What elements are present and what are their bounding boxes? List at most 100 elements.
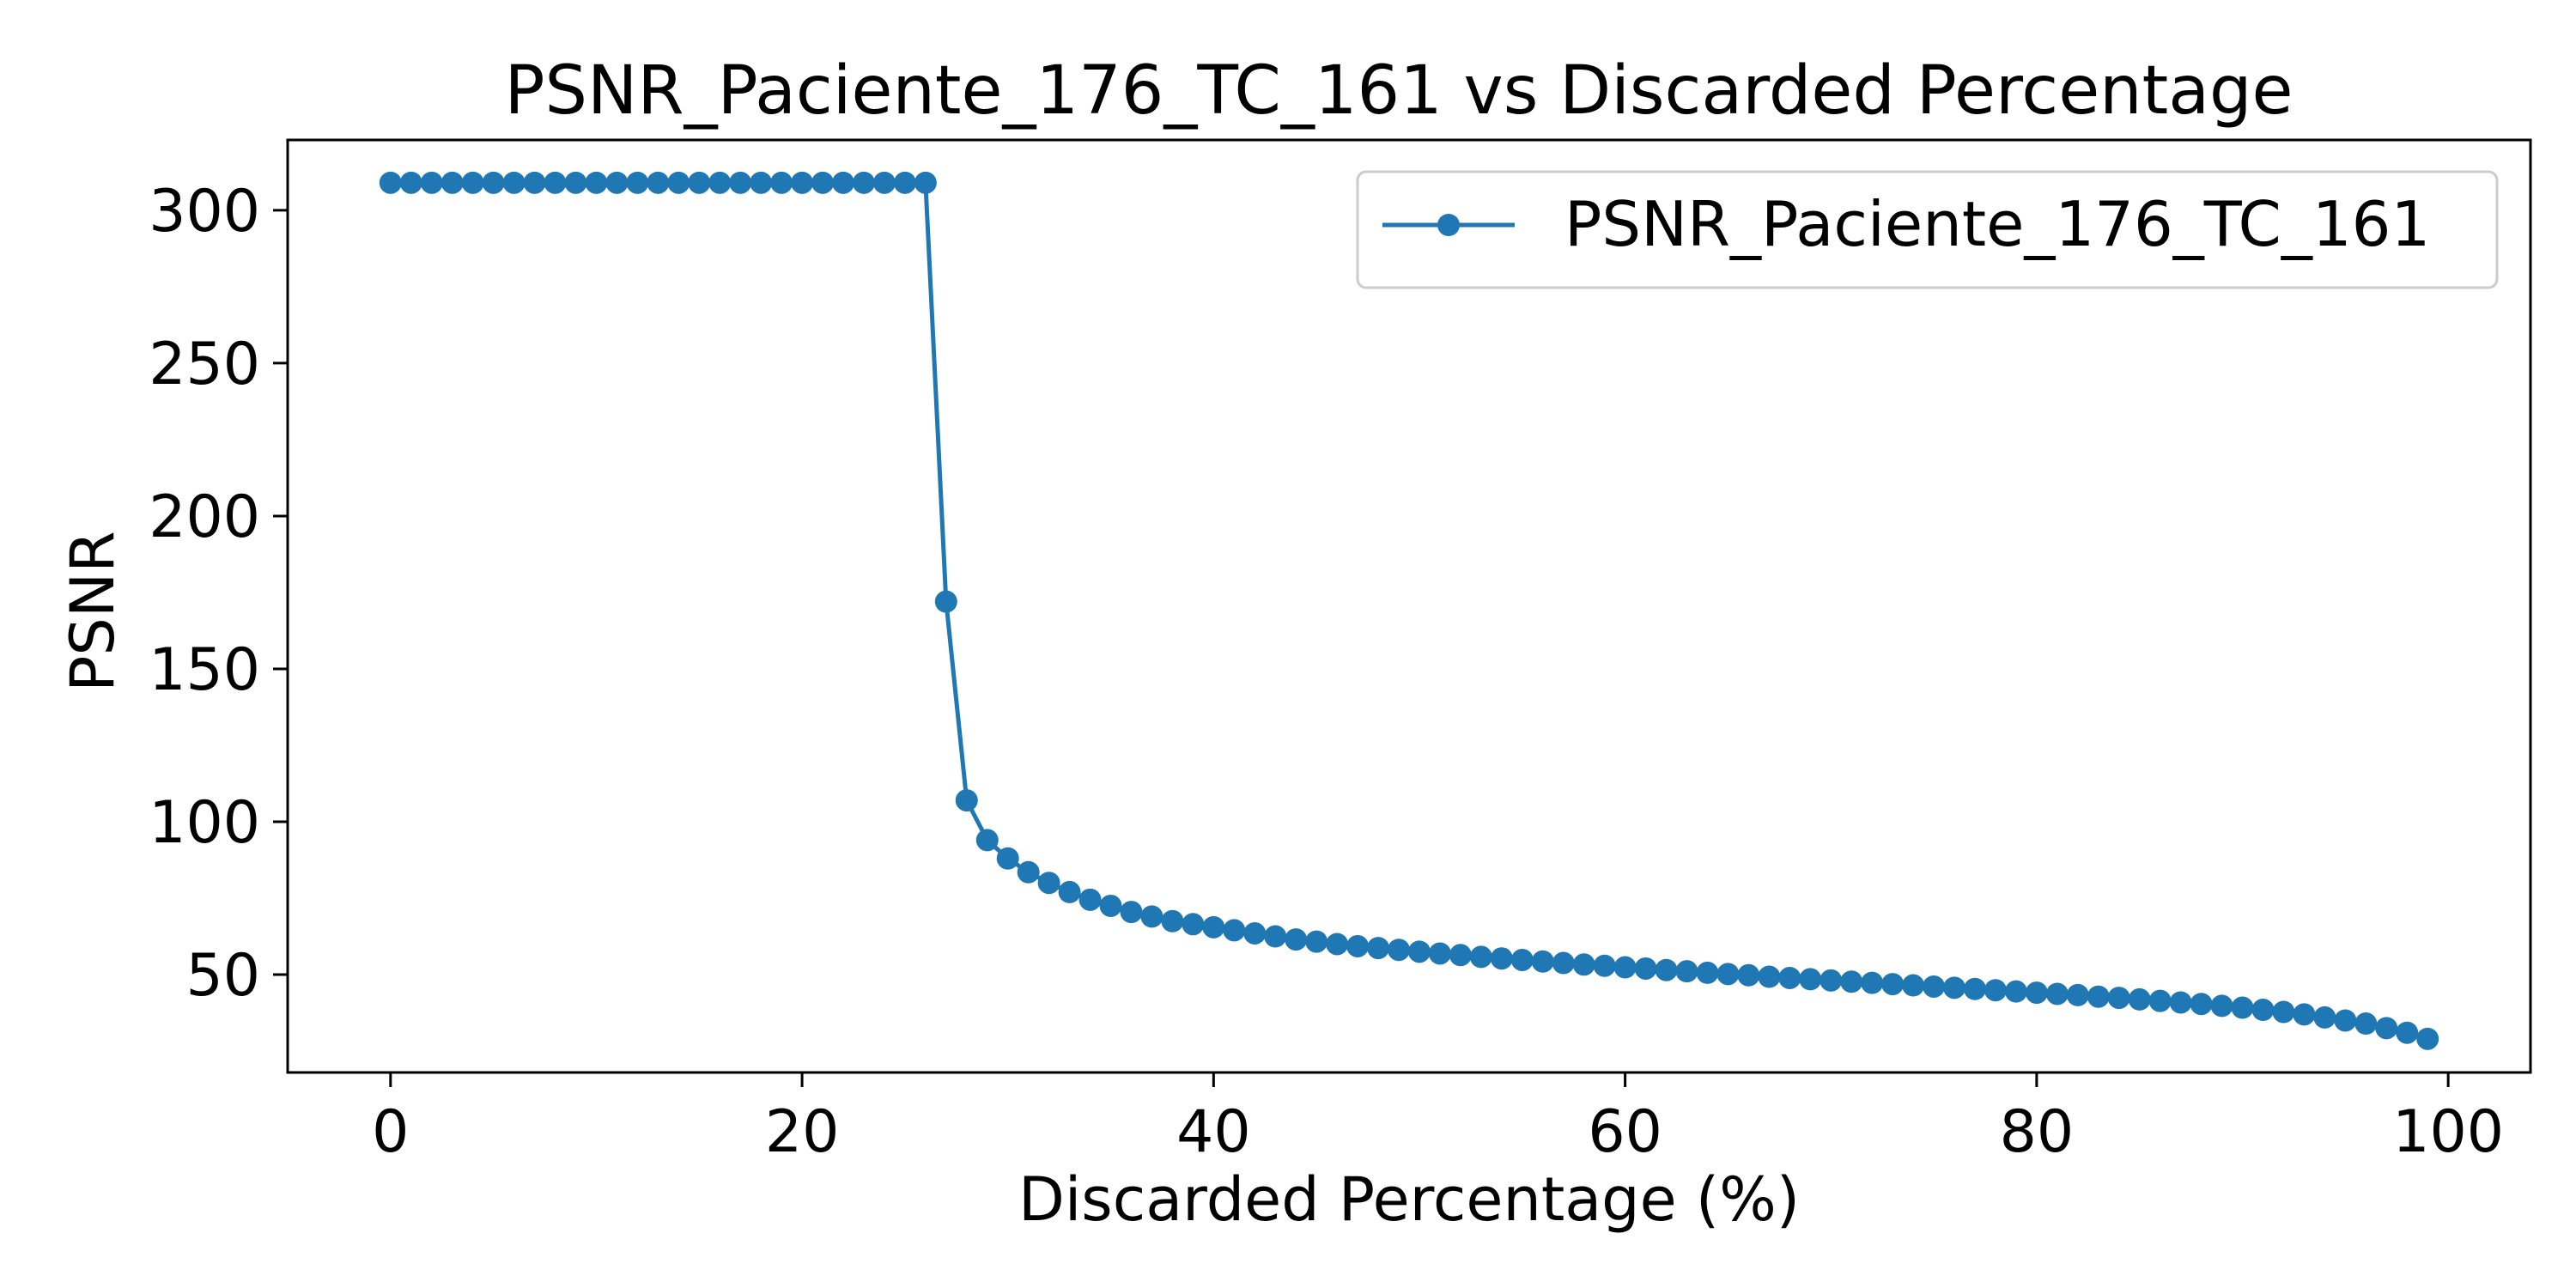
data-point	[1984, 979, 2007, 1002]
data-point	[2190, 993, 2213, 1016]
data-point	[1490, 947, 1513, 970]
data-point	[1017, 860, 1040, 884]
data-point	[1716, 963, 1740, 986]
data-point	[2066, 983, 2089, 1006]
data-point	[2293, 1003, 2316, 1026]
data-point	[914, 171, 937, 194]
data-point	[2375, 1017, 2398, 1040]
data-point	[1820, 969, 1843, 992]
data-point	[1449, 944, 1472, 967]
data-point	[1161, 909, 1184, 933]
data-point	[1058, 880, 1081, 903]
data-point	[2334, 1009, 2357, 1032]
data-point	[2004, 980, 2027, 1003]
data-point	[585, 171, 608, 194]
data-point	[1140, 905, 1163, 928]
data-point	[1881, 973, 1905, 996]
x-tick-label: 20	[765, 1098, 840, 1166]
data-point	[1613, 956, 1637, 979]
data-point	[1593, 954, 1616, 977]
data-point	[1099, 894, 1122, 917]
legend-label: PSNR_Paciente_176_TC_161	[1564, 188, 2430, 260]
y-tick-label: 300	[149, 178, 260, 246]
data-point	[1902, 974, 1925, 997]
data-point	[872, 171, 896, 194]
data-point	[1943, 976, 1966, 999]
data-point	[1346, 934, 1370, 957]
data-point	[2128, 987, 2151, 1011]
data-point	[2107, 987, 2130, 1010]
data-point	[2231, 996, 2254, 1019]
data-point	[379, 171, 402, 194]
data-point	[2045, 982, 2069, 1005]
data-point	[2251, 999, 2275, 1022]
x-tick-label: 100	[2392, 1098, 2504, 1166]
plot-frame	[286, 138, 2532, 1074]
data-point	[996, 847, 1019, 870]
data-point	[544, 171, 567, 194]
data-point	[420, 171, 443, 194]
data-point	[1675, 960, 1698, 983]
y-tick-label: 150	[149, 636, 260, 704]
legend-box	[1356, 170, 2499, 289]
data-point	[1758, 965, 1781, 988]
data-point	[811, 171, 835, 194]
data-point	[605, 171, 629, 194]
data-point	[750, 171, 773, 194]
y-tick-label: 200	[149, 483, 260, 551]
data-point	[482, 171, 505, 194]
data-point	[1223, 919, 1246, 942]
x-tick-label: 0	[372, 1098, 409, 1166]
data-point	[1388, 939, 1411, 962]
data-point	[852, 171, 875, 194]
data-point	[1285, 928, 1308, 951]
plot-area	[379, 171, 2439, 1050]
data-point	[2416, 1027, 2439, 1050]
data-point	[2396, 1021, 2419, 1044]
data-point	[399, 171, 422, 194]
data-point	[1510, 948, 1534, 971]
data-point	[1407, 940, 1431, 963]
data-point	[1778, 966, 1801, 989]
data-point	[2169, 991, 2192, 1014]
data-point	[1182, 913, 1205, 936]
data-point	[1861, 971, 1884, 994]
data-point	[523, 171, 546, 194]
data-point	[2148, 989, 2172, 1012]
data-point	[2025, 981, 2048, 1005]
data-point	[647, 171, 670, 194]
data-point	[2210, 994, 2233, 1018]
data-point	[1428, 942, 1451, 965]
data-point	[667, 171, 690, 194]
x-tick-label: 60	[1588, 1098, 1662, 1166]
y-tick-label: 100	[149, 789, 260, 857]
data-point	[2354, 1012, 2378, 1036]
data-point	[2272, 1000, 2295, 1024]
data-point	[708, 171, 732, 194]
data-point	[729, 171, 752, 194]
data-point	[1799, 968, 1822, 991]
data-point	[1469, 945, 1492, 969]
data-point	[1243, 921, 1267, 945]
data-point	[1552, 951, 1575, 975]
data-point	[955, 789, 978, 812]
legend-marker-swatch	[1437, 214, 1460, 236]
y-tick-label: 50	[185, 942, 260, 1010]
data-point	[1326, 933, 1349, 956]
data-point	[2313, 1005, 2336, 1029]
y-axis-ticks: 50 100 150 200 250 300	[149, 178, 288, 1010]
data-point	[1202, 915, 1225, 939]
data-point	[440, 171, 464, 194]
data-point	[1264, 925, 1287, 948]
data-point	[1923, 975, 1946, 998]
data-point	[1305, 930, 1328, 953]
data-point	[934, 590, 957, 613]
data-point	[770, 171, 793, 194]
x-axis-ticks: 0 20 40 60 80 100	[372, 1072, 2504, 1166]
data-point	[688, 171, 711, 194]
x-tick-label: 80	[2000, 1098, 2075, 1166]
data-point	[564, 171, 587, 194]
data-point	[1367, 937, 1390, 960]
